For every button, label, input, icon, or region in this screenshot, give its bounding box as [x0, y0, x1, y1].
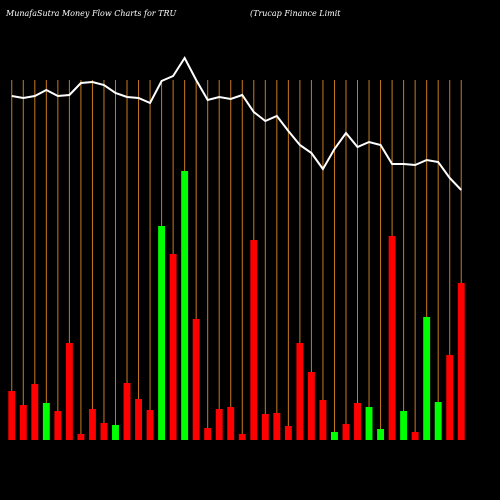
- bar: [411, 432, 419, 440]
- chart-subtitle: (Trucap Finance Limit: [250, 9, 341, 18]
- bar: [192, 319, 200, 440]
- bar: [100, 423, 108, 440]
- bar: [434, 402, 442, 440]
- bar: [261, 414, 269, 440]
- bar: [227, 407, 235, 440]
- bar: [42, 403, 50, 440]
- bar: [169, 254, 177, 440]
- bar: [158, 226, 166, 440]
- bar: [135, 399, 142, 440]
- bar: [238, 434, 246, 440]
- bar: [54, 411, 62, 440]
- bar: [342, 424, 350, 440]
- bar: [88, 409, 96, 440]
- bar: [457, 283, 465, 440]
- bar: [8, 391, 16, 440]
- bar: [446, 355, 454, 440]
- bar: [250, 240, 258, 440]
- bar: [19, 405, 27, 440]
- bar: [112, 425, 119, 440]
- bar: [123, 383, 131, 440]
- bar: [307, 372, 315, 440]
- bar: [377, 429, 385, 440]
- bar: [31, 384, 39, 440]
- bar: [146, 410, 154, 440]
- bar: [284, 426, 292, 440]
- bar: [354, 403, 361, 440]
- bar: [423, 317, 431, 440]
- bar: [331, 432, 338, 440]
- bar: [365, 407, 373, 440]
- bar: [204, 428, 212, 440]
- bar: [215, 409, 223, 440]
- bar: [273, 413, 281, 440]
- bar: [77, 434, 85, 440]
- line: [11, 56, 462, 191]
- bar: [400, 411, 408, 440]
- bar: [65, 343, 73, 440]
- bar: [296, 343, 304, 440]
- bar: [319, 400, 327, 440]
- bar: [388, 236, 396, 440]
- bar: [181, 171, 189, 440]
- chart-title: MunafaSutra Money Flow Charts for TRU: [5, 9, 176, 18]
